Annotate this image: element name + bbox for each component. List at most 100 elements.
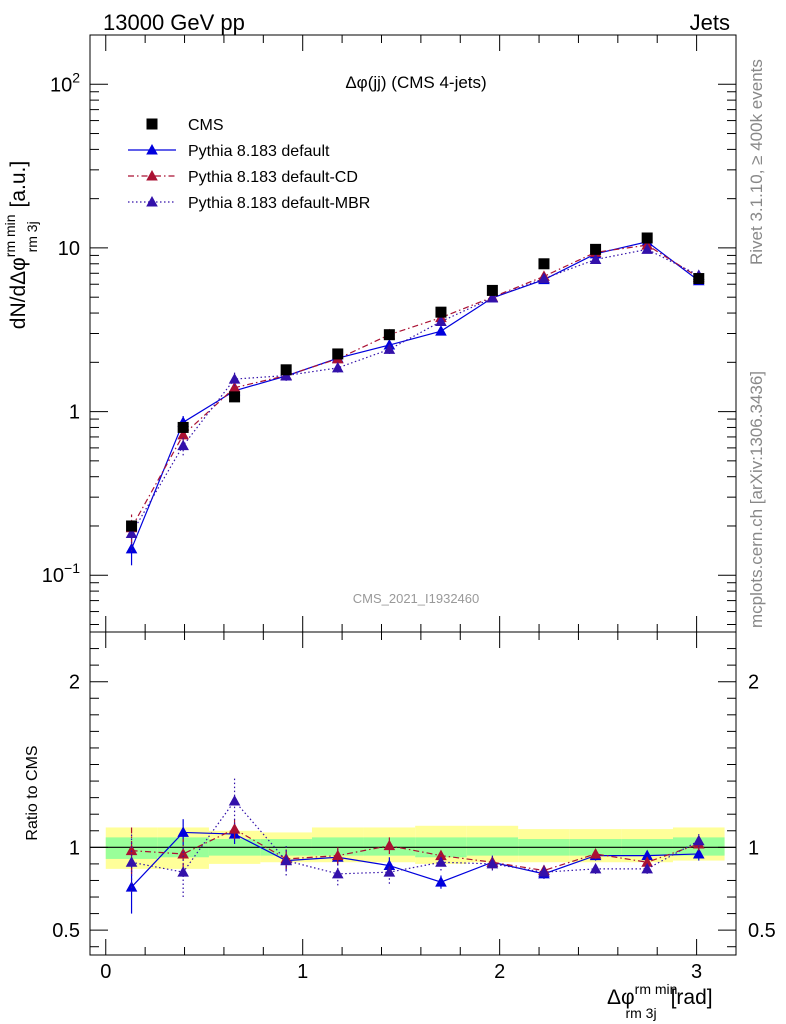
ratio-point — [228, 794, 241, 806]
ratio-point — [538, 866, 550, 877]
data-point — [383, 343, 396, 354]
ratio-point — [589, 847, 602, 859]
ratio-point — [331, 867, 344, 879]
ratio-y-tick-label: 0.5 — [52, 920, 80, 942]
y-axis-label-main: dN/dΔφrm min rm 3j [a.u.] — [2, 161, 40, 329]
ratio-point — [383, 839, 396, 851]
x-tick-label: 1 — [297, 961, 308, 983]
legend-entry: Pythia 8.183 default — [128, 143, 330, 160]
ratio-point — [331, 849, 344, 861]
ratio-frame — [89, 631, 737, 956]
data-point — [280, 364, 292, 376]
series-line — [131, 244, 700, 529]
data-point — [435, 325, 447, 336]
ratio-y-tick-label: 1 — [69, 837, 80, 859]
data-point — [125, 542, 138, 554]
data-point — [177, 421, 189, 433]
main-panel: 102 10 1 10−1 Δφ(jj) (CMS 4-jets) CMS_2021_… — [2, 34, 737, 633]
legend-marker — [146, 196, 158, 207]
series-cms — [126, 232, 705, 532]
ratio-point — [228, 823, 241, 834]
ratio-point — [125, 856, 138, 867]
data-point — [486, 284, 498, 296]
ratio-point — [435, 856, 447, 867]
x-axis-label: Δφrm min rm 3j[rad] — [607, 981, 713, 1021]
data-point — [177, 439, 189, 451]
ratio-point — [435, 849, 447, 861]
legend-entry: CMS — [146, 117, 224, 134]
main-y-tick-label: 1 — [69, 402, 80, 424]
data-point — [126, 520, 138, 532]
main-y-tick-label: 102 — [50, 69, 80, 96]
data-point — [693, 273, 705, 285]
ratio-axis-ticks — [90, 631, 737, 955]
ratio-panel: 0.5 0.5 1 1 2 2 0 1 2 3 Ratio to CMS Δφrm min rm 3… — [24, 631, 776, 1021]
x-tick-label: 0 — [100, 961, 111, 983]
ratio-point — [435, 876, 447, 887]
ratio-point — [177, 866, 189, 877]
process-label: Jets — [690, 10, 730, 35]
x-tick-label: 3 — [691, 961, 702, 983]
main-axis-ticks — [90, 34, 737, 632]
x-tick-label: 2 — [494, 961, 505, 983]
series-pythia-8-183-default-cd — [125, 239, 705, 545]
data-point — [177, 428, 189, 440]
series-pythia-8-183-default-mbr — [125, 243, 705, 552]
ratio-point — [177, 826, 189, 837]
legend-label: Pythia 8.183 default-CD — [188, 169, 358, 186]
ratio-point — [177, 847, 189, 859]
data-point — [331, 361, 344, 373]
main-y-tick-labels: 102 10 1 10−1 — [42, 69, 80, 587]
band-inner — [466, 837, 519, 856]
legend-marker — [146, 144, 158, 155]
data-point — [435, 315, 447, 327]
ratio-point — [280, 854, 292, 866]
ratio-point — [692, 834, 705, 846]
ratio-series-pythia-8-183-default-mbr — [125, 777, 705, 898]
legend-label: Pythia 8.183 default-MBR — [188, 195, 370, 212]
ratio-point — [486, 857, 499, 869]
data-point — [538, 258, 550, 270]
chart-title: Δφ(jj) (CMS 4-jets) — [345, 73, 486, 92]
data-point — [229, 391, 241, 403]
series-pythia-8-183-default — [125, 235, 705, 566]
legend-entry: Pythia 8.183 default-CD — [128, 169, 358, 186]
series-line — [131, 241, 700, 550]
ratio-series — [125, 777, 705, 914]
data-point — [590, 243, 602, 255]
data-point — [538, 272, 550, 284]
legend-marker — [146, 170, 158, 181]
ratio-y-tick-label-right: 2 — [748, 672, 759, 694]
ratio-point — [383, 859, 396, 871]
ratio-y-tick-label-right: 0.5 — [748, 920, 776, 942]
main-y-tick-label: 10−1 — [42, 560, 80, 587]
ratio-point — [383, 866, 396, 877]
series-line — [131, 248, 700, 534]
legend: CMS Pythia 8.183 default Pythia 8.183 defa… — [128, 117, 370, 212]
data-point — [228, 381, 241, 393]
data-point — [125, 527, 138, 538]
ratio-y-axis-label: Ratio to CMS — [24, 745, 41, 840]
ratio-point — [641, 862, 653, 874]
ratio-tick-labels: 0.5 0.5 1 1 2 2 0 1 2 3 — [52, 672, 776, 983]
ratio-line — [131, 828, 699, 872]
ratio-point — [589, 862, 602, 874]
main-frame — [89, 34, 737, 633]
data-point — [435, 306, 447, 318]
legend-label: CMS — [188, 117, 224, 134]
data-point — [589, 253, 602, 264]
ratio-uncertainty-bands — [105, 825, 725, 869]
data-point — [228, 373, 241, 384]
ratio-y-tick-label: 2 — [69, 672, 80, 694]
data-point — [641, 232, 653, 244]
energy-label: 13000 GeV pp — [103, 10, 245, 35]
ratio-line — [131, 799, 700, 875]
data-point — [383, 329, 395, 341]
data-point — [332, 348, 344, 360]
analysis-watermark: CMS_2021_I1932460 — [353, 591, 480, 606]
rivet-label: Rivet 3.1.10, ≥ 400k events — [747, 59, 766, 265]
ratio-point — [125, 881, 138, 892]
legend-label: Pythia 8.183 default — [188, 143, 330, 160]
main-series — [125, 232, 705, 566]
